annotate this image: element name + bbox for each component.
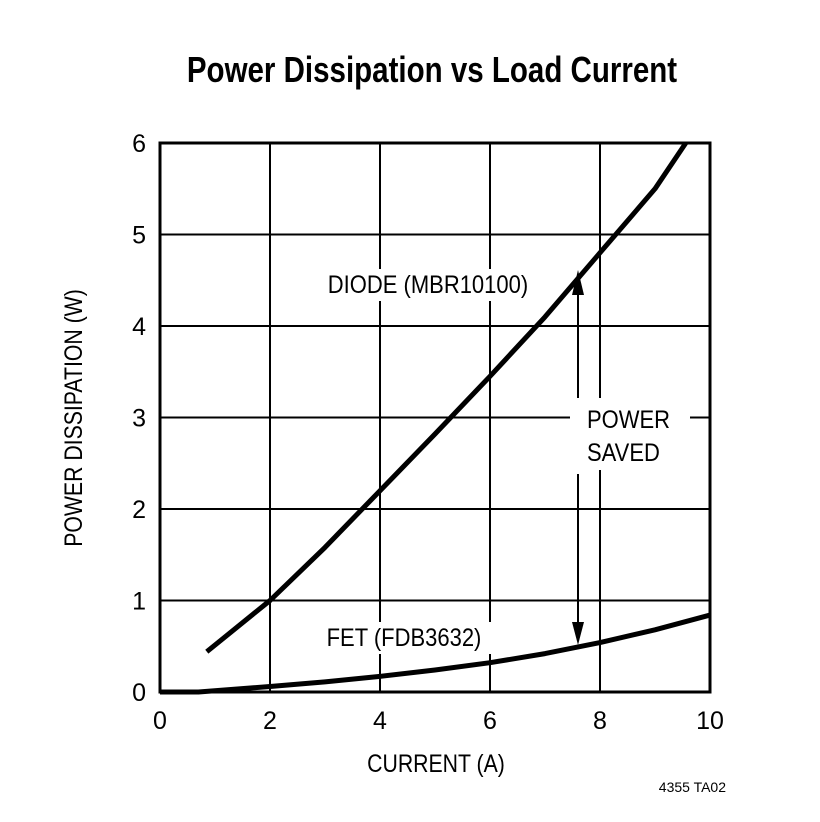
grid [158,141,712,694]
series-label: FET (FDB3632) [327,624,482,652]
annotations: DIODE (MBR10100) FET (FDB3632) POWER SAVED [304,269,690,654]
x-tick-label: 6 [483,707,497,735]
arrow-head-up [572,270,584,295]
arrow-head-down [572,622,584,645]
series-group [160,141,711,695]
chart-title: Power Dissipation vs Load Current [187,49,677,89]
y-axis-label: POWER DISSIPATION (W) [59,289,87,547]
series-label-bg [306,269,550,301]
series-label: DIODE (MBR10100) [328,271,528,299]
x-axis-label: CURRENT (A) [367,749,505,777]
plot-frame [158,141,712,694]
y-tick-label: 3 [132,405,146,433]
annotation-text: SAVED [587,439,660,467]
series-line-diode [205,141,688,654]
y-tick-label: 1 [132,588,146,616]
y-tick-label: 4 [132,313,146,341]
y-tick-label: 2 [132,496,146,524]
x-tick-label: 4 [373,707,387,735]
y-tick-label: 0 [132,679,146,707]
tick-labels: 0 2 4 6 8 10 0 1 2 3 4 5 6 [132,130,724,735]
x-tick-label: 2 [263,707,277,735]
annotation-text: POWER [587,406,670,434]
footnote: 4355 TA02 [659,779,726,795]
x-tick-label: 10 [696,707,724,735]
x-tick-label: 0 [153,707,167,735]
series-line-fet [160,612,711,695]
y-tick-label: 6 [132,130,146,158]
y-tick-label: 5 [132,222,146,250]
series-label-bg [304,622,504,654]
x-tick-label: 8 [593,707,607,735]
annotation-bg [570,398,690,470]
